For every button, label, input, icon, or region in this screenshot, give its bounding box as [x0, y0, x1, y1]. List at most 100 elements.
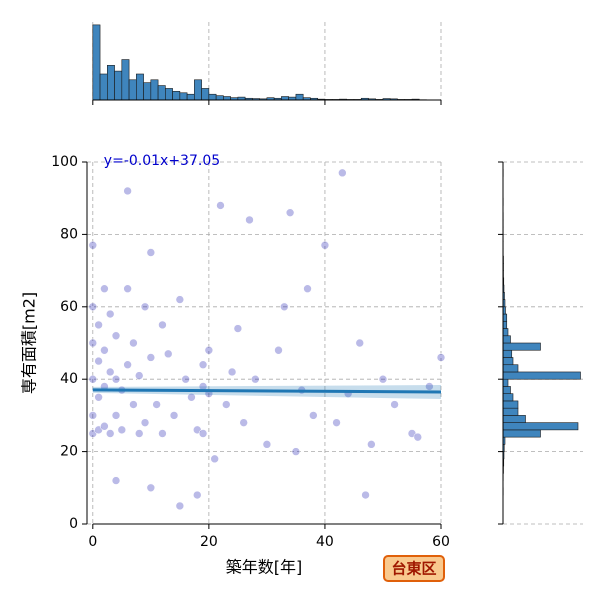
point	[88, 374, 98, 384]
x-tick-label: 20	[200, 534, 218, 550]
hist-bar	[215, 95, 224, 101]
point	[117, 425, 127, 435]
x-tick-label: 40	[316, 534, 334, 550]
point	[158, 429, 167, 438]
hist-bar	[281, 96, 289, 101]
point	[94, 320, 103, 330]
point	[100, 284, 109, 294]
hist-bar	[502, 429, 541, 438]
point	[111, 411, 121, 420]
point	[163, 349, 173, 359]
regression-line	[92, 388, 442, 394]
point	[134, 371, 144, 380]
hist-bar	[114, 70, 123, 101]
hist-bar	[107, 65, 115, 101]
y-tick-label: 100	[51, 154, 78, 170]
hist-bar	[172, 91, 181, 101]
point	[309, 411, 318, 420]
point	[105, 429, 115, 438]
hist-bar	[502, 313, 508, 322]
hist-bar	[502, 364, 519, 373]
hist-bar	[502, 415, 526, 423]
hist-bar	[92, 24, 101, 101]
point	[332, 418, 341, 427]
hist-bar	[502, 342, 541, 351]
point	[303, 284, 312, 294]
point	[210, 454, 219, 464]
point	[367, 440, 376, 449]
hist-bar	[128, 79, 137, 101]
point	[88, 240, 98, 250]
point	[100, 421, 109, 431]
point	[146, 353, 156, 362]
hist-bar	[157, 85, 166, 101]
point	[221, 400, 231, 409]
point	[181, 374, 190, 384]
y-tick-label: 80	[60, 226, 78, 242]
point	[134, 429, 144, 438]
annotation: y=-0.01x+37.05	[104, 153, 220, 169]
point	[245, 215, 254, 225]
point	[94, 356, 103, 366]
hist-bar	[502, 335, 511, 344]
point	[361, 490, 370, 500]
point	[413, 432, 423, 442]
point	[146, 248, 156, 257]
hist-bar	[99, 73, 108, 101]
point	[227, 367, 237, 377]
point	[187, 392, 196, 402]
y-tick-label: 60	[60, 299, 78, 315]
hist-bar	[502, 393, 514, 402]
hist-bar	[502, 328, 509, 337]
point	[123, 360, 132, 370]
point	[338, 168, 347, 178]
point	[105, 309, 115, 319]
point	[355, 338, 365, 348]
point	[233, 324, 243, 333]
point	[274, 345, 283, 355]
hist-bar	[143, 82, 152, 101]
point	[129, 400, 138, 409]
y-axis-label: 専有面積[m2]	[20, 292, 39, 394]
y-tick-label: 0	[69, 516, 78, 532]
hist-bar	[194, 79, 202, 101]
point	[378, 374, 388, 384]
point	[111, 476, 121, 485]
x-tick-label: 60	[432, 534, 450, 550]
y-tick-label: 20	[60, 444, 78, 460]
hist-bar	[502, 378, 509, 387]
point	[146, 483, 156, 493]
badge: 台東区	[391, 560, 436, 578]
hist-bar	[136, 73, 144, 101]
point	[94, 392, 103, 402]
point	[105, 367, 115, 377]
hist-bar	[121, 59, 130, 101]
point	[390, 400, 399, 409]
badge-box	[383, 555, 445, 582]
point	[285, 208, 295, 217]
point	[111, 374, 121, 384]
point	[88, 338, 98, 348]
point	[204, 345, 214, 355]
point	[425, 382, 434, 391]
point	[280, 302, 289, 312]
point	[100, 345, 109, 355]
point	[140, 302, 150, 312]
y-tick-label: 40	[60, 371, 78, 387]
hist-bar	[502, 400, 519, 409]
hist-bar	[502, 371, 581, 380]
point	[198, 360, 208, 370]
point	[320, 240, 330, 250]
hist-bar	[502, 386, 511, 394]
x-axis-label: 築年数[年]	[226, 558, 303, 577]
point	[123, 186, 132, 196]
x-tick-label: 0	[88, 534, 97, 550]
hist-bar	[502, 407, 519, 416]
point	[216, 201, 225, 210]
hist-bar	[165, 88, 173, 101]
hist-bar	[295, 93, 304, 101]
point	[175, 295, 185, 304]
hist-bar	[179, 92, 188, 101]
point	[198, 429, 208, 438]
point	[88, 302, 98, 312]
